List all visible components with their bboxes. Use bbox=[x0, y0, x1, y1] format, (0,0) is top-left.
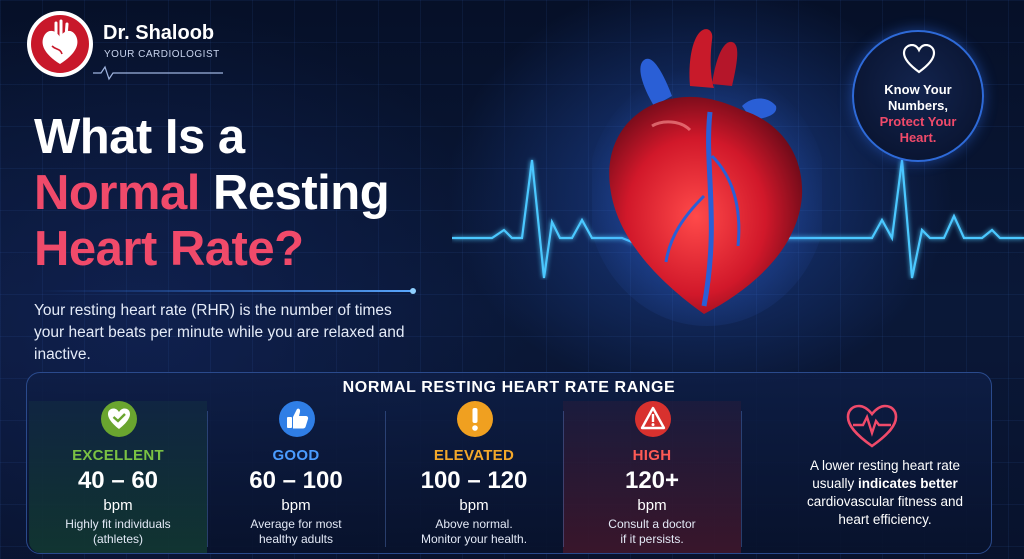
badge-line-4: Heart. bbox=[899, 130, 937, 145]
know-your-numbers-badge: Know Your Numbers, Protect Your Heart. bbox=[852, 30, 984, 162]
category-range: 120+ bbox=[624, 467, 680, 494]
title-line-2: Normal Resting bbox=[34, 165, 390, 221]
heart-outline-icon bbox=[902, 44, 936, 74]
column-divider bbox=[207, 411, 208, 547]
description-line-2: healthy adults bbox=[258, 532, 334, 546]
column-divider bbox=[563, 411, 564, 547]
description-line-1: Average for most bbox=[250, 517, 342, 531]
category-label: HIGH bbox=[632, 447, 672, 464]
category-unit: bpm bbox=[103, 497, 133, 514]
category-description: Above normal. Monitor your health. bbox=[385, 517, 563, 547]
description-line-1: Highly fit individuals bbox=[65, 517, 171, 531]
heart-pulse-icon bbox=[846, 404, 898, 448]
category-elevated: ELEVATED 100 – 120 bpm Above normal. Mon… bbox=[385, 401, 563, 553]
title-underline bbox=[38, 288, 416, 294]
thumbs-up-icon bbox=[279, 401, 315, 437]
exclamation-icon bbox=[457, 401, 493, 437]
description-line-1: Consult a doctor bbox=[608, 517, 696, 531]
category-unit: bpm bbox=[637, 497, 667, 514]
category-range: 40 – 60 bbox=[77, 467, 159, 494]
title-line-1: What Is a bbox=[34, 110, 245, 164]
category-high: HIGH 120+ bpm Consult a doctor if it per… bbox=[563, 401, 741, 553]
brand-tagline: YOUR CARDIOLOGIST bbox=[104, 49, 220, 60]
column-divider bbox=[741, 411, 742, 547]
category-description: Average for most healthy adults bbox=[207, 517, 385, 547]
note-text-1: A lower resting heart rate usually bbox=[809, 458, 961, 491]
description-line-2: if it persists. bbox=[620, 532, 684, 546]
lower-rhr-note: A lower resting heart rate usually indic… bbox=[799, 457, 971, 529]
note-bold: indicates better bbox=[858, 476, 958, 491]
category-excellent: EXCELLENT 40 – 60 bpm Highly fit individ… bbox=[29, 401, 207, 553]
title-resting: Resting bbox=[199, 166, 390, 220]
description-line-2: (athletes) bbox=[92, 532, 144, 546]
intro-text: Your resting heart rate (RHR) is the num… bbox=[34, 302, 405, 363]
description-line-1: Above normal. bbox=[435, 517, 513, 531]
category-label: ELEVATED bbox=[433, 447, 515, 464]
badge-line-3: Protect Your bbox=[879, 114, 957, 129]
title-line-3: Heart Rate? bbox=[34, 222, 304, 276]
heart-check-icon bbox=[101, 401, 137, 437]
badge-line-2: Numbers, bbox=[888, 98, 948, 113]
category-range: 100 – 120 bbox=[420, 467, 528, 494]
category-label: EXCELLENT bbox=[72, 447, 164, 464]
anatomical-heart-illustration bbox=[592, 29, 822, 326]
category-good: GOOD 60 – 100 bpm Average for most healt… bbox=[207, 401, 385, 553]
category-unit: bpm bbox=[281, 497, 311, 514]
brand-name: Dr. Shaloob bbox=[103, 22, 215, 44]
brand-ecg-line bbox=[93, 65, 223, 81]
category-description: Consult a doctor if it persists. bbox=[563, 517, 741, 547]
description-line-2: Monitor your health. bbox=[420, 532, 528, 546]
note-text-2: cardiovascular fitness and heart efficie… bbox=[806, 494, 964, 527]
badge-line-1: Know Your bbox=[884, 82, 952, 97]
panel-title: NORMAL RESTING HEART RATE RANGE bbox=[342, 379, 676, 396]
heart-logo-icon bbox=[27, 11, 93, 77]
category-range: 60 – 100 bbox=[249, 467, 343, 494]
title-accent-normal: Normal bbox=[34, 166, 200, 220]
warning-triangle-icon bbox=[635, 401, 671, 437]
column-divider bbox=[385, 411, 386, 547]
category-unit: bpm bbox=[459, 497, 489, 514]
category-label: GOOD bbox=[272, 447, 320, 464]
category-description: Highly fit individuals (athletes) bbox=[29, 517, 207, 547]
heart-rate-range-panel: NORMAL RESTING HEART RATE RANGE EXCELLEN… bbox=[26, 372, 992, 554]
